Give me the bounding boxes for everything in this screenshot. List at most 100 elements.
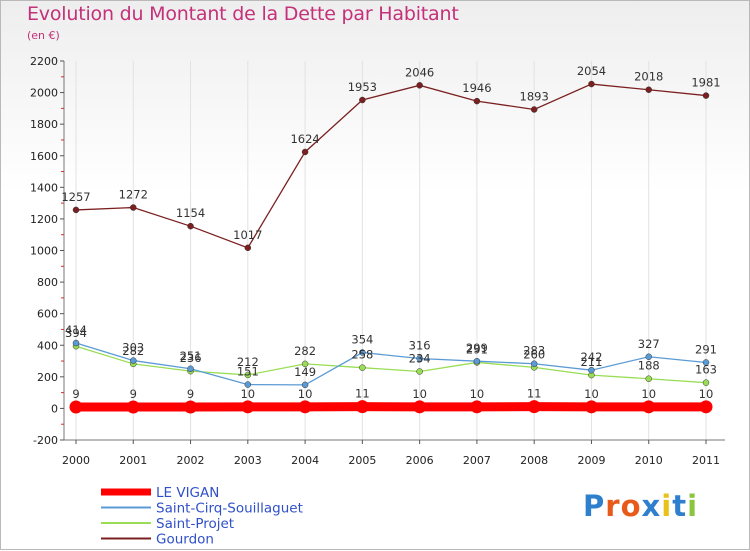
y-tick-label: 200 [37, 371, 58, 384]
data-label: 9 [130, 387, 137, 401]
data-label: 10 [641, 387, 656, 401]
logo-letter: P [583, 489, 605, 523]
data-label: 11 [355, 387, 370, 401]
data-label: 327 [638, 337, 660, 351]
data-label: 149 [294, 365, 316, 379]
data-point [528, 400, 541, 413]
x-tick-label: 2000 [62, 454, 90, 467]
legend-label: Saint-Cirq-Souillaguet [156, 501, 303, 517]
legend-label: Saint-Projet [156, 516, 234, 532]
data-point [188, 223, 194, 229]
data-point [470, 400, 483, 413]
data-label: 394 [65, 326, 87, 340]
data-label: 10 [298, 387, 313, 401]
data-point [646, 376, 652, 382]
data-point [703, 93, 709, 99]
data-label: 291 [695, 342, 717, 356]
y-tick-label: 1800 [30, 118, 58, 131]
data-point [356, 400, 369, 413]
data-point [585, 400, 598, 413]
data-label: 188 [638, 359, 660, 373]
x-tick-label: 2003 [234, 454, 262, 467]
data-label: 1981 [691, 76, 720, 90]
x-tick-label: 2005 [348, 454, 376, 467]
logo-letter: x [642, 489, 662, 523]
data-point [531, 361, 537, 367]
data-point [299, 400, 312, 413]
data-label: 234 [409, 351, 431, 365]
series-line-gourdon [76, 84, 706, 248]
y-tick-label: 1400 [30, 181, 58, 194]
y-tick-label: 800 [37, 276, 58, 289]
data-point [73, 207, 79, 213]
data-point [700, 400, 713, 413]
data-point [703, 380, 709, 386]
data-point [245, 245, 251, 251]
data-label: 1154 [176, 206, 205, 220]
data-point [642, 400, 655, 413]
data-label: 1257 [61, 190, 90, 204]
data-label: 282 [294, 344, 316, 358]
data-point [413, 400, 426, 413]
data-label: 2054 [577, 64, 606, 78]
data-point [646, 87, 652, 93]
proxiti-logo: Proxiti [583, 489, 698, 523]
data-point [130, 358, 136, 364]
y-tick-label: 1200 [30, 213, 58, 226]
x-tick-label: 2004 [291, 454, 319, 467]
data-label: 236 [180, 351, 202, 365]
data-label: 1017 [233, 228, 262, 242]
data-point [359, 365, 365, 371]
data-label: 163 [695, 363, 717, 377]
data-label: 354 [351, 333, 373, 347]
data-point [474, 98, 480, 104]
logo-letter: r [605, 489, 620, 523]
data-label: 1893 [520, 89, 549, 103]
data-label: 10 [470, 387, 485, 401]
data-label: 282 [122, 344, 144, 358]
data-label: 2046 [405, 65, 434, 79]
x-tick-label: 2011 [692, 454, 720, 467]
logo-letter: i [687, 489, 698, 523]
logo-letter: t [672, 489, 687, 523]
data-label: 212 [237, 355, 259, 369]
logo-letter: i [661, 489, 672, 523]
data-label: 9 [187, 387, 194, 401]
data-point [184, 400, 197, 413]
data-label: 211 [580, 355, 602, 369]
x-tick-label: 2006 [406, 454, 434, 467]
x-tick-label: 2008 [520, 454, 548, 467]
logo-letter: o [621, 489, 642, 523]
data-label: 260 [523, 347, 545, 361]
data-label: 1272 [119, 188, 148, 202]
y-tick-label: 0 [51, 402, 58, 415]
x-tick-label: 2001 [119, 454, 147, 467]
series-line-saint-cirq-souillaguet [76, 343, 706, 385]
data-label: 2018 [634, 70, 663, 84]
data-point [188, 366, 194, 372]
x-tick-label: 2007 [463, 454, 491, 467]
x-tick-label: 2002 [177, 454, 205, 467]
data-point [588, 81, 594, 87]
series-line-saint-projet [76, 346, 706, 382]
legend-label: LE VIGAN [156, 485, 219, 501]
y-tick-label: 2200 [30, 55, 58, 68]
y-tick-label: 2000 [30, 87, 58, 100]
y-tick-label: 1600 [30, 150, 58, 163]
data-label: 11 [527, 387, 542, 401]
y-tick-label: 400 [37, 339, 58, 352]
y-tick-label: 1000 [30, 245, 58, 258]
data-point [417, 368, 423, 374]
data-point [531, 106, 537, 112]
data-point [302, 149, 308, 155]
y-tick-label: -200 [33, 434, 58, 447]
legend-label: Gourdon [156, 532, 214, 548]
data-label: 10 [699, 387, 714, 401]
data-label: 291 [466, 342, 488, 356]
x-tick-label: 2010 [635, 454, 663, 467]
data-point [70, 400, 83, 413]
data-label: 9 [72, 387, 79, 401]
data-label: 10 [240, 387, 255, 401]
